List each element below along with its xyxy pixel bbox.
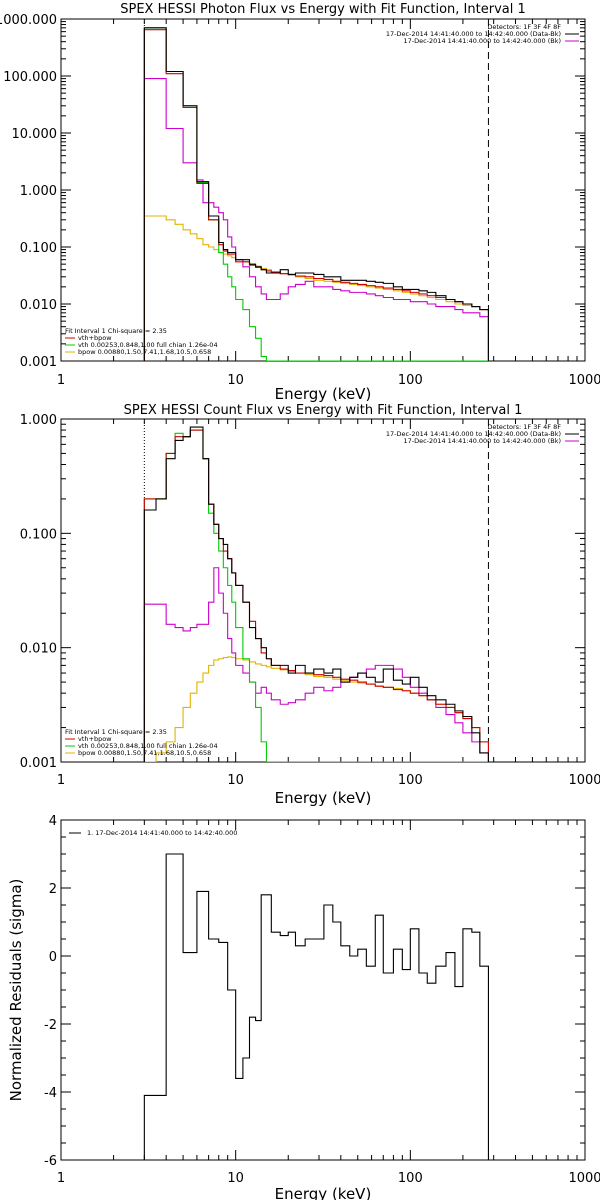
x-axis-label: Energy (keV) — [275, 1185, 372, 1200]
x-tick-label: 1000 — [568, 1171, 600, 1186]
x-tick-label: 100 — [398, 1171, 423, 1186]
x-tick-label: 10 — [227, 773, 244, 788]
series-background — [143, 78, 489, 361]
legend-text: vth+bpow — [78, 735, 112, 743]
legend-text: 17-Dec-2014 14:41:40.000 to 14:42:40.000… — [404, 37, 562, 45]
x-tick-label: 100 — [398, 373, 423, 388]
y-tick-label: 0.010 — [20, 642, 57, 657]
chart-title: SPEX HESSI Photon Flux vs Energy with Fi… — [120, 2, 526, 17]
x-axis-label: Energy (keV) — [275, 789, 372, 807]
y-tick-label: 1.000 — [20, 184, 57, 199]
plot-frame — [60, 418, 586, 763]
series-vth — [143, 27, 489, 361]
series-data — [143, 27, 489, 361]
legend-text: vth 0.00253,0.848,1.00 full chian 1.26e-… — [78, 742, 218, 750]
series-background — [143, 567, 489, 762]
y-tick-label: 0.001 — [20, 756, 57, 771]
legend-text: bpow 0.00880,1.50,7.41,1.68,10.5,0.658 — [78, 749, 211, 757]
legend-text: 17-Dec-2014 14:41:40.000 to 14:42:40.000… — [386, 30, 561, 38]
x-tick-label: 1 — [57, 373, 65, 388]
x-tick-label: 1000 — [568, 373, 600, 388]
legend-text: Detectors: 1F 3F 4F 8F — [487, 423, 561, 431]
y-tick-label: 2 — [49, 882, 57, 897]
y-tick-label: 0.100 — [20, 241, 57, 256]
x-tick-label: 10 — [227, 1171, 244, 1186]
y-tick-label: 0.100 — [20, 527, 57, 542]
legend-text: 1. 17-Dec-2014 14:41:40.000 to 14:42:40.… — [87, 829, 237, 837]
legend-text: Fit Interval 1 Chi-square = 2.35 — [65, 327, 167, 335]
y-tick-label: 100.000 — [3, 70, 57, 85]
legend-text: Detectors: 1F 3F 4F 8F — [487, 23, 561, 31]
legend-text: vth+bpow — [78, 334, 112, 342]
series-model — [143, 429, 489, 762]
legend-text: Fit Interval 1 Chi-square = 2.35 — [65, 728, 167, 736]
y-tick-label: -4 — [44, 1086, 57, 1101]
y-tick-label: 0.010 — [20, 298, 57, 313]
series-model — [143, 29, 489, 361]
legend-text: bpow 0.00880,1.50,7.41,1.68,10.5,0.658 — [78, 348, 211, 356]
legend-text: 17-Dec-2014 14:41:40.000 to 14:42:40.000… — [386, 430, 561, 438]
y-tick-label: 1.000 — [20, 413, 57, 428]
legend-text: 17-Dec-2014 14:41:40.000 to 14:42:40.000… — [404, 437, 562, 445]
series-1. — [143, 853, 489, 1160]
x-tick-label: 1 — [57, 1171, 65, 1186]
x-tick-label: 1000 — [568, 773, 600, 788]
y-tick-label: 4 — [49, 814, 57, 829]
x-axis-label: Energy (keV) — [275, 385, 372, 403]
y-tick-label: 0.001 — [20, 355, 57, 370]
y-tick-label: 1000.000 — [0, 13, 57, 28]
y-tick-label: -2 — [44, 1018, 57, 1033]
series-data — [143, 426, 489, 762]
plot-frame — [60, 819, 586, 1161]
x-tick-label: 100 — [398, 773, 423, 788]
series-vth — [143, 429, 489, 762]
x-tick-label: 10 — [227, 373, 244, 388]
plot-frame — [60, 18, 586, 362]
chart-title: SPEX HESSI Count Flux vs Energy with Fit… — [124, 403, 523, 418]
chart-panel-3: 1 10 100 1000 -6 -4 -2 0 2 4 Energy (keV) Normalize… — [7, 814, 600, 1200]
legend-text: vth 0.00253,0.848,1.00 full chian 1.26e-… — [78, 341, 218, 349]
series-bpow — [143, 215, 489, 361]
chart-panel-2: SPEX HESSI Count Flux vs Energy with Fit… — [20, 403, 600, 807]
y-tick-label: -6 — [44, 1154, 57, 1169]
chart-panel-1: SPEX HESSI Photon Flux vs Energy with Fi… — [0, 2, 600, 403]
y-tick-label: 10.000 — [12, 127, 58, 142]
y-axis-label: Normalized Residuals (sigma) — [7, 879, 25, 1102]
x-tick-label: 1 — [57, 773, 65, 788]
y-tick-label: 0 — [49, 950, 57, 965]
